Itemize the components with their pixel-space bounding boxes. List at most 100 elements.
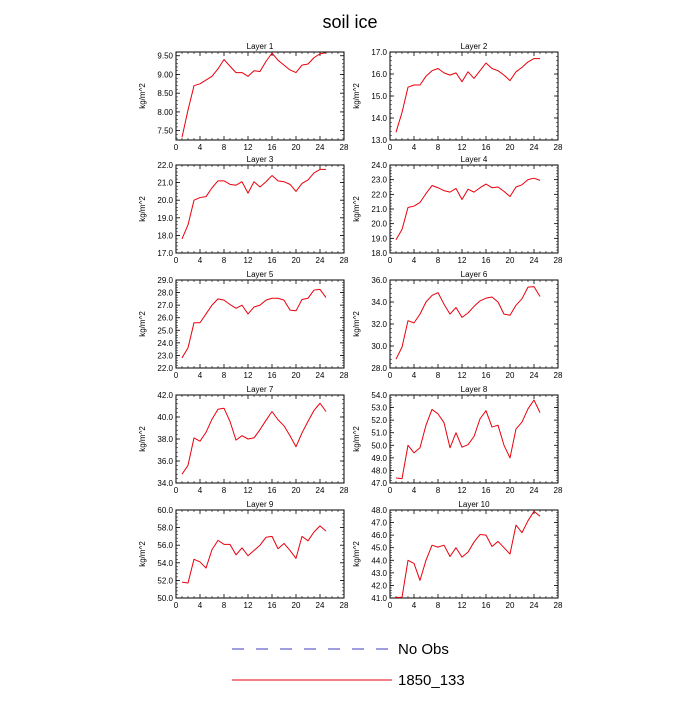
y-tick-label: 22.0 — [157, 364, 173, 373]
y-tick-label: 16.0 — [371, 70, 387, 79]
x-tick-label: 20 — [292, 143, 301, 152]
series-line-1850-133 — [181, 52, 327, 138]
y-tick-label: 28.0 — [157, 289, 173, 298]
x-tick-label: 16 — [268, 256, 277, 265]
x-tick-label: 24 — [530, 601, 539, 610]
y-axis-label: kg/m^2 — [352, 311, 361, 337]
y-tick-label: 51.0 — [371, 429, 387, 438]
legend-label-no-obs: No Obs — [398, 641, 449, 658]
y-axis-label: kg/m^2 — [138, 83, 147, 109]
y-tick-label: 60.0 — [157, 506, 173, 515]
x-tick-label: 24 — [316, 486, 325, 495]
y-tick-label: 17.0 — [371, 48, 387, 57]
y-tick-label: 22.0 — [157, 161, 173, 170]
x-tick-label: 0 — [174, 256, 179, 265]
y-tick-label: 45.0 — [371, 544, 387, 553]
y-tick-label: 58.0 — [157, 524, 173, 533]
series-line-1850-133 — [181, 402, 327, 475]
x-tick-label: 8 — [222, 143, 227, 152]
x-tick-label: 16 — [268, 371, 277, 380]
x-tick-label: 16 — [482, 371, 491, 380]
y-tick-label: 47.0 — [371, 479, 387, 488]
legend: No Obs 1850_133 — [232, 641, 465, 689]
y-tick-label: 41.0 — [371, 594, 387, 603]
x-tick-label: 24 — [316, 601, 325, 610]
x-tick-label: 8 — [436, 143, 441, 152]
x-tick-label: 24 — [530, 256, 539, 265]
x-tick-label: 8 — [436, 486, 441, 495]
x-tick-label: 20 — [506, 371, 515, 380]
y-tick-label: 22.0 — [371, 190, 387, 199]
y-tick-label: 17.0 — [157, 249, 173, 258]
figure-title: soil ice — [322, 12, 377, 32]
y-tick-label: 47.0 — [371, 519, 387, 528]
y-tick-label: 9.00 — [157, 70, 173, 79]
y-tick-label: 14.0 — [371, 114, 387, 123]
y-tick-label: 23.0 — [157, 351, 173, 360]
x-tick-label: 12 — [244, 601, 253, 610]
x-tick-label: 0 — [388, 601, 393, 610]
x-tick-label: 8 — [222, 371, 227, 380]
y-tick-label: 23.0 — [371, 176, 387, 185]
y-tick-label: 19.0 — [157, 214, 173, 223]
y-tick-label: 27.0 — [157, 301, 173, 310]
y-tick-label: 24.0 — [371, 161, 387, 170]
panel-title: Layer 4 — [461, 155, 488, 164]
y-tick-label: 52.0 — [157, 576, 173, 585]
x-tick-label: 8 — [436, 256, 441, 265]
y-tick-label: 13.0 — [371, 136, 387, 145]
y-tick-label: 40.0 — [157, 413, 173, 422]
y-tick-label: 38.0 — [157, 435, 173, 444]
series-line-1850-133 — [395, 177, 541, 241]
panel-layer-6: Layer 6 kg/m^2 0 4 8 12 16 20 24 28 28.0 30.0 32.0 34… — [352, 270, 563, 380]
panel-layer-4: Layer 4 kg/m^2 0 4 8 12 16 20 24 28 18.0 19.0 20.0 21… — [352, 155, 563, 265]
x-tick-label: 8 — [436, 601, 441, 610]
x-tick-label: 0 — [388, 486, 393, 495]
x-tick-label: 16 — [482, 486, 491, 495]
y-tick-label: 26.0 — [157, 314, 173, 323]
x-tick-label: 4 — [198, 486, 203, 495]
y-tick-label: 48.0 — [371, 506, 387, 515]
x-tick-label: 12 — [458, 371, 467, 380]
panel-layer-8: Layer 8 kg/m^2 0 4 8 12 16 20 24 28 47.0 48.0 49.0 50… — [352, 385, 563, 495]
series-line-1850-133 — [181, 525, 327, 584]
series-line-1850-133 — [181, 168, 326, 240]
y-tick-label: 43.0 — [371, 569, 387, 578]
y-tick-label: 19.0 — [371, 234, 387, 243]
y-axis-label: kg/m^2 — [352, 541, 361, 567]
x-tick-label: 28 — [554, 256, 563, 265]
series-line-1850-133 — [395, 286, 541, 360]
x-tick-label: 20 — [506, 601, 515, 610]
panel-title: Layer 3 — [247, 155, 274, 164]
x-tick-label: 8 — [222, 256, 227, 265]
panel-title: Layer 5 — [247, 270, 274, 279]
x-tick-label: 16 — [482, 256, 491, 265]
x-tick-label: 20 — [506, 256, 515, 265]
x-tick-label: 24 — [316, 371, 325, 380]
y-tick-label: 21.0 — [157, 179, 173, 188]
y-axis-label: kg/m^2 — [138, 196, 147, 222]
y-tick-label: 36.0 — [371, 276, 387, 285]
x-tick-label: 20 — [292, 371, 301, 380]
series-line-1850-133 — [396, 510, 541, 598]
panel-title: Layer 1 — [247, 42, 274, 51]
x-tick-label: 12 — [458, 256, 467, 265]
y-tick-label: 21.0 — [371, 205, 387, 214]
panel-title: Layer 6 — [461, 270, 488, 279]
series-line-1850-133 — [395, 399, 541, 480]
x-tick-label: 28 — [340, 256, 349, 265]
x-tick-label: 24 — [316, 256, 325, 265]
y-tick-label: 20.0 — [371, 220, 387, 229]
panel-title: Layer 9 — [247, 500, 274, 509]
x-tick-label: 20 — [292, 486, 301, 495]
y-tick-label: 54.0 — [157, 559, 173, 568]
y-tick-label: 8.50 — [157, 89, 173, 98]
y-tick-label: 18.0 — [371, 249, 387, 258]
x-tick-label: 0 — [388, 371, 393, 380]
x-tick-label: 12 — [458, 601, 467, 610]
x-tick-label: 12 — [458, 486, 467, 495]
y-tick-label: 44.0 — [371, 556, 387, 565]
x-tick-label: 16 — [268, 486, 277, 495]
